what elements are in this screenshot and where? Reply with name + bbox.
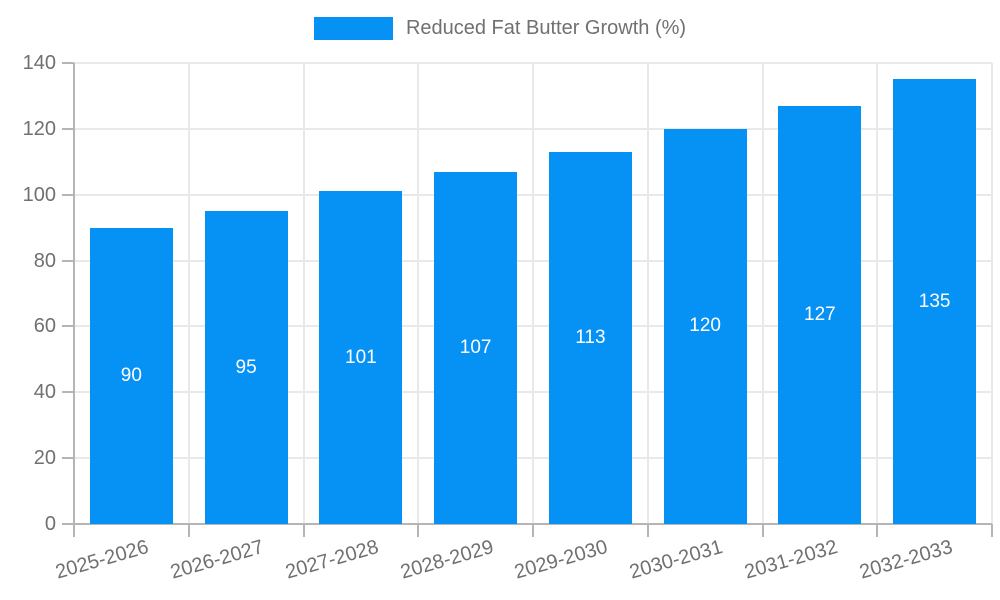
- bar: 127: [778, 105, 862, 524]
- gridline-vertical: [532, 63, 534, 524]
- bar-value-label: 113: [575, 326, 606, 348]
- x-axis-tick: [991, 524, 993, 537]
- bar: 135: [893, 79, 977, 524]
- x-axis-tick: [302, 524, 305, 537]
- x-tick-label: 2031-2032: [741, 536, 840, 584]
- gridline-vertical: [876, 63, 879, 524]
- y-axis-tick: [62, 62, 74, 64]
- y-axis-tick: [62, 325, 74, 328]
- x-axis-tick: [761, 524, 764, 537]
- bar: 90: [89, 227, 173, 524]
- y-axis-tick: [62, 259, 74, 262]
- y-axis-tick: [62, 193, 74, 196]
- legend-swatch: [313, 17, 393, 40]
- x-axis-tick: [532, 524, 534, 537]
- x-tick-label: 2028-2029: [397, 536, 496, 584]
- bar: 101: [319, 191, 403, 524]
- y-tick-label: 40: [33, 381, 56, 404]
- x-tick-label: 2030-2031: [627, 536, 726, 584]
- bar-value-label: 101: [345, 346, 377, 368]
- x-tick-label: 2032-2033: [856, 536, 955, 584]
- bar: 107: [434, 171, 518, 524]
- y-axis-tick: [62, 127, 74, 130]
- bar-value-label: 90: [120, 364, 142, 386]
- x-axis-tick: [417, 524, 420, 537]
- gridline-vertical: [761, 63, 764, 524]
- legend: Reduced Fat Butter Growth (%): [0, 17, 1000, 40]
- y-axis-line: [73, 63, 75, 537]
- x-tick-label: 2027-2028: [282, 536, 381, 584]
- gridline-vertical: [417, 63, 420, 524]
- y-tick-label: 60: [33, 315, 56, 338]
- y-tick-label: 120: [22, 117, 56, 140]
- bar-value-label: 127: [804, 303, 836, 325]
- gridline-vertical: [646, 63, 649, 524]
- y-tick-label: 0: [44, 513, 56, 535]
- legend-label: Reduced Fat Butter Growth (%): [405, 17, 687, 39]
- x-tick-label: 2029-2030: [512, 536, 611, 584]
- x-tick-label: 2026-2027: [168, 536, 267, 584]
- x-axis-line: [62, 523, 992, 525]
- x-axis-tick: [187, 524, 190, 537]
- y-tick-label: 80: [33, 249, 56, 272]
- bar-value-label: 135: [918, 290, 951, 312]
- gridline-vertical: [302, 63, 305, 524]
- bar: 120: [663, 128, 747, 524]
- bar-value-label: 120: [689, 315, 721, 337]
- y-tick-label: 140: [22, 52, 56, 74]
- y-tick-label: 100: [22, 183, 56, 206]
- gridline-vertical: [187, 63, 190, 524]
- x-axis-tick: [646, 524, 649, 537]
- bar-value-label: 107: [459, 336, 492, 358]
- bar: 113: [548, 151, 632, 524]
- y-axis-tick: [62, 457, 74, 460]
- bar: 95: [204, 211, 288, 524]
- y-tick-label: 20: [33, 447, 56, 470]
- gridline-vertical: [991, 63, 993, 524]
- y-axis-tick: [62, 391, 74, 394]
- bar-value-label: 95: [235, 356, 257, 378]
- x-tick-label: 2025-2026: [53, 536, 152, 584]
- x-axis-tick: [876, 524, 879, 537]
